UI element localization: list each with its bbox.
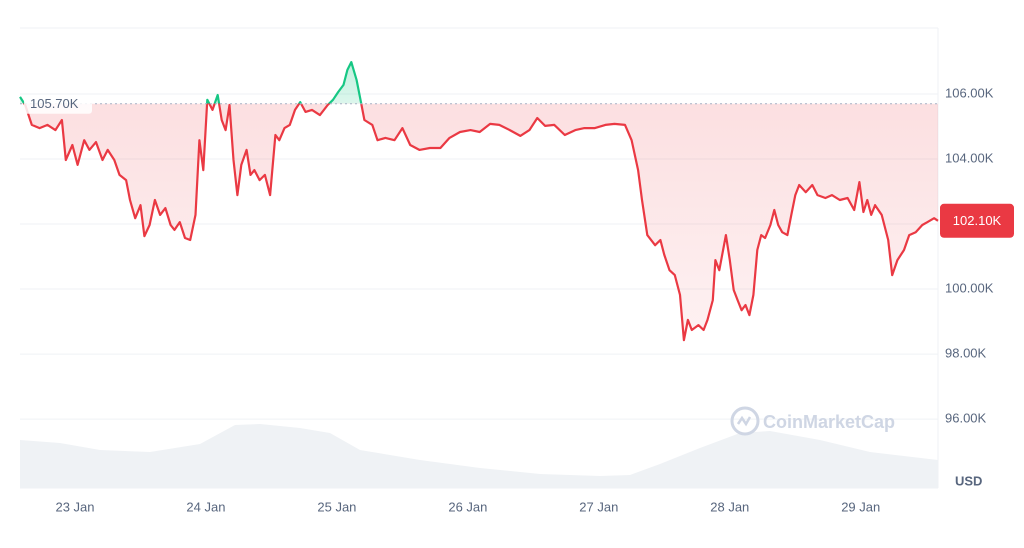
price-line bbox=[19, 61, 939, 342]
volume-backdrop bbox=[20, 424, 938, 488]
current-price-badge bbox=[940, 203, 1014, 238]
reference-label: 105.70K bbox=[30, 96, 79, 111]
x-tick-label: 25 Jan bbox=[317, 499, 356, 514]
x-tick-label: 23 Jan bbox=[55, 499, 94, 514]
x-tick-label: 26 Jan bbox=[448, 499, 487, 514]
x-tick-label: 29 Jan bbox=[841, 499, 880, 514]
plot bbox=[19, 61, 939, 342]
y-tick-label: 96.00K bbox=[945, 411, 987, 426]
x-tick-label: 27 Jan bbox=[579, 499, 618, 514]
y-axis-label: USD bbox=[955, 473, 982, 488]
y-tick-label: 100.00K bbox=[945, 280, 994, 295]
y-tick-label: 106.00K bbox=[945, 85, 994, 100]
y-tick-label: 98.00K bbox=[945, 346, 987, 361]
labels: 96.00K98.00K100.00K102.00K104.00K106.00K… bbox=[24, 85, 1014, 514]
x-tick-label: 28 Jan bbox=[710, 499, 749, 514]
x-tick-label: 24 Jan bbox=[186, 499, 225, 514]
y-tick-label: 104.00K bbox=[945, 150, 994, 165]
watermark-text: CoinMarketCap bbox=[763, 412, 895, 432]
reference-label-bg bbox=[24, 95, 92, 114]
current-price-label: 102.10K bbox=[953, 213, 1002, 228]
watermark: CoinMarketCap bbox=[730, 406, 895, 436]
price-area bbox=[20, 62, 938, 341]
